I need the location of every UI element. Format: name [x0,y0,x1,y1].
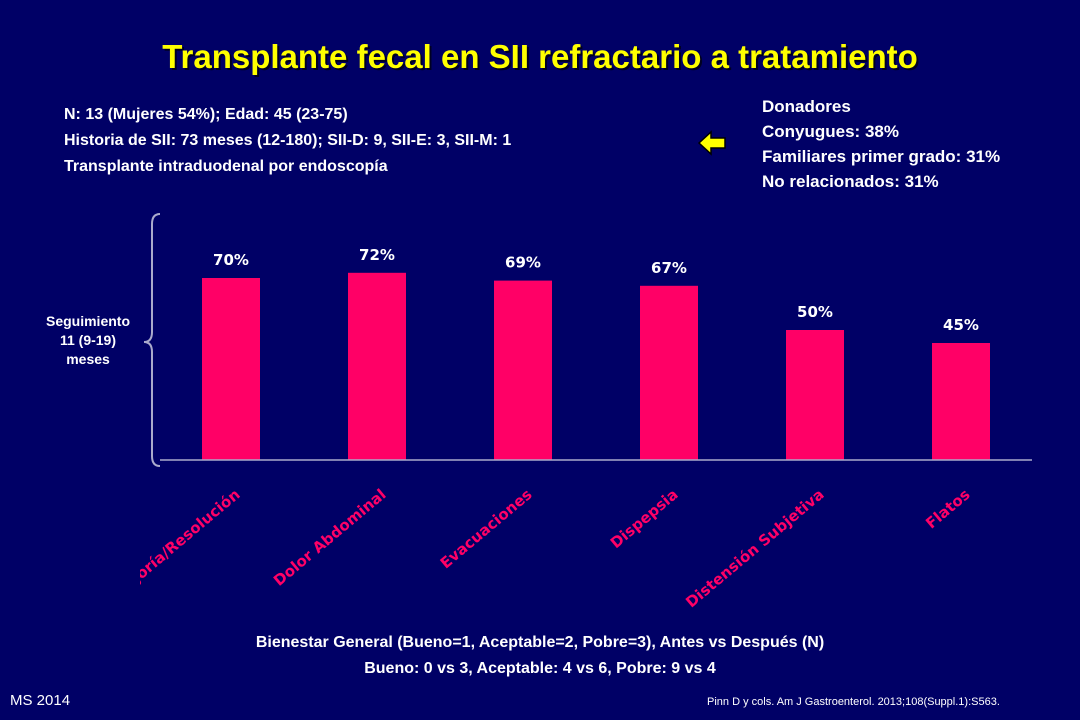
category-label: Dolor Abdominal [270,485,390,589]
followup-line: meses [66,351,110,367]
donors-box: Donadores Conyugues: 38% Familiares prim… [762,94,1000,194]
bar-value-label: 67% [651,259,687,277]
citation: Pinn D y cols. Am J Gastroenterol. 2013;… [707,696,1000,708]
category-label: Distensión Subjetiva [682,485,827,611]
bar-value-label: 70% [213,251,249,269]
bar-chart: 70% Mejoría/Resolución 72% Dolor Abdominal 6… [140,246,1032,611]
category-label: Flatos [922,485,973,532]
bar-value-label: 72% [359,246,395,264]
donors-item: Conyugues: 38% [762,122,899,141]
left-brace-icon [143,213,161,467]
followup-line: Seguimiento [45,313,130,329]
study-info-line: N: 13 (Mujeres 54%); Edad: 45 (23-75) [64,106,348,123]
category-label: Evacuaciones [437,485,536,572]
donors-item: Familiares primer grado: 31% [762,147,1001,166]
donors-heading: Donadores [762,97,851,116]
category-label: Dispepsia [607,485,682,552]
footer-label: MS 2014 [10,692,71,709]
slide-title: Transplante fecal en SII refractario a t… [162,38,918,75]
bar [348,272,406,460]
category-label: Mejoría/Resolución [140,485,244,602]
bar [494,280,552,460]
left-arrow-icon [697,130,726,156]
followup-line: 11 (9-19) [59,332,117,348]
summary-line: Bienestar General (Bueno=1, Aceptable=2,… [255,634,825,651]
bar [786,330,844,460]
bar [932,343,990,460]
wellbeing-summary: Bienestar General (Bueno=1, Aceptable=2,… [0,630,1080,682]
study-info: N: 13 (Mujeres 54%); Edad: 45 (23-75) Hi… [64,102,511,180]
bar [202,278,260,460]
study-info-line: Transplante intraduodenal por endoscopía [64,158,388,175]
bar-value-label: 69% [505,254,541,272]
summary-line: Bueno: 0 vs 3, Aceptable: 4 vs 6, Pobre:… [364,660,716,677]
followup-label: Seguimiento 11 (9-19) meses [24,312,152,369]
bar-value-label: 50% [797,303,833,321]
study-info-line: Historia de SII: 73 meses (12-180); SII-… [64,132,512,149]
donors-item: No relacionados: 31% [762,172,939,191]
bar [640,285,698,460]
bar-value-label: 45% [943,316,979,334]
